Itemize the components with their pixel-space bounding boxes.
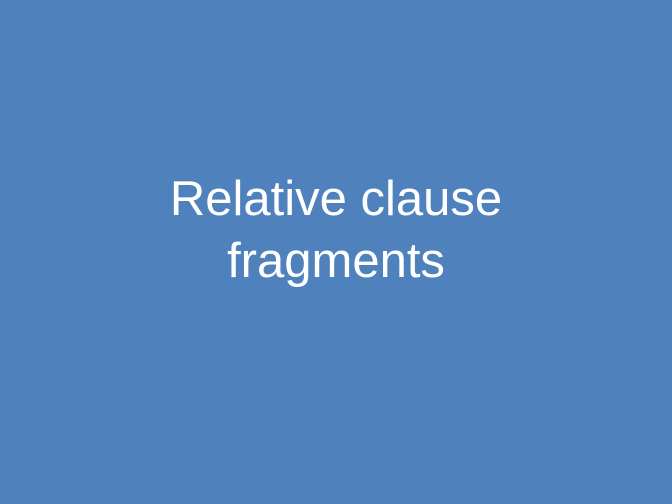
slide-title-line-2: fragments xyxy=(227,234,445,288)
slide-title-line-1: Relative clause xyxy=(169,172,503,226)
slide-title: Relative clause fragments xyxy=(0,168,672,308)
